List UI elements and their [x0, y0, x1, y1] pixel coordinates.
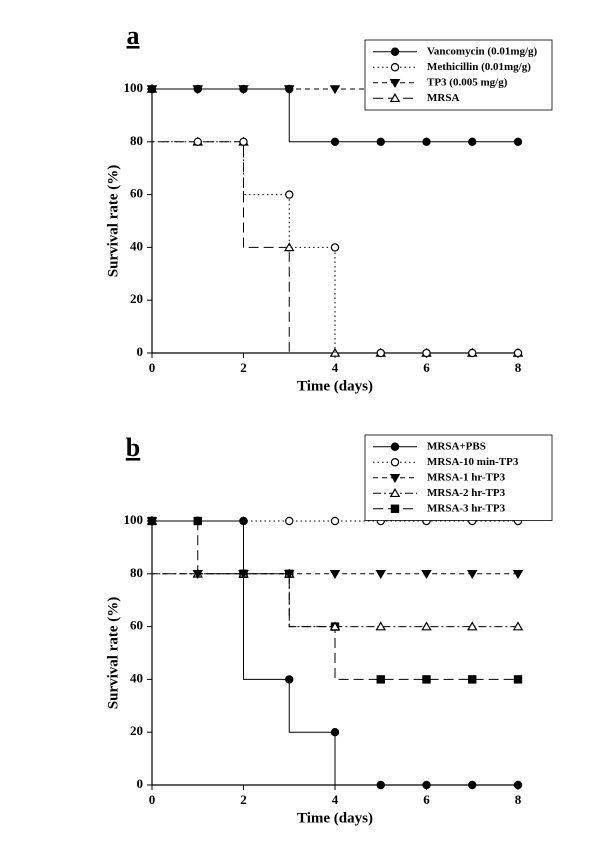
x-tick-label: 6	[423, 360, 430, 375]
marker	[329, 569, 341, 579]
marker	[330, 728, 340, 737]
marker	[422, 137, 431, 146]
x-axis-label: Time (days)	[297, 810, 373, 826]
marker	[193, 137, 202, 146]
marker	[329, 85, 341, 95]
marker	[421, 621, 432, 631]
legend-label: MRSA-10 min-TP3	[427, 456, 519, 468]
marker	[147, 84, 157, 94]
legend-marker	[390, 458, 400, 467]
legend-marker	[389, 488, 401, 498]
marker	[468, 780, 477, 790]
x-tick-label: 8	[515, 360, 522, 375]
marker	[376, 348, 385, 358]
legend-label: MRSA	[427, 92, 459, 104]
marker	[421, 569, 432, 579]
marker	[513, 780, 523, 790]
step-line	[152, 520, 518, 680]
x-tick-label: 0	[149, 792, 156, 807]
legend-marker	[390, 504, 400, 513]
marker	[285, 516, 294, 526]
marker	[329, 621, 341, 631]
marker	[285, 190, 294, 199]
x-tick-label: 8	[515, 792, 522, 807]
step-line	[151, 89, 518, 354]
x-tick-label: 0	[149, 360, 156, 375]
legend-label: MRSA+PBS	[427, 440, 486, 452]
legend-label: MRSA-2 hr-TP3	[427, 487, 506, 499]
legend-marker	[390, 442, 400, 451]
marker	[422, 675, 431, 684]
legend-marker	[390, 47, 400, 56]
legend-label: MRSA-1 hr-TP3	[427, 471, 506, 483]
marker	[193, 84, 202, 94]
panel-label: b	[126, 433, 140, 462]
marker	[375, 621, 386, 631]
legend-label: TP3 (0.005 mg/g)	[427, 76, 508, 88]
legend-marker	[389, 473, 401, 483]
marker	[467, 569, 478, 579]
marker	[330, 137, 340, 146]
y-tick-label: 0	[137, 344, 144, 359]
marker	[468, 675, 477, 684]
marker	[285, 675, 294, 684]
legend-marker	[389, 78, 401, 88]
marker	[239, 137, 248, 146]
y-tick-label: 40	[130, 238, 143, 253]
marker	[422, 780, 431, 790]
step-line	[152, 88, 518, 143]
x-tick-label: 4	[332, 792, 339, 807]
marker	[468, 137, 477, 146]
marker	[376, 780, 385, 790]
marker	[285, 84, 294, 94]
marker	[468, 348, 477, 358]
marker	[330, 243, 340, 252]
step-line	[151, 89, 518, 354]
marker	[513, 675, 523, 684]
marker	[376, 675, 385, 684]
legend-label: Methicillin (0.01mg/g)	[427, 61, 531, 73]
y-axis-label: Survival rate (%)	[105, 597, 121, 709]
marker	[239, 516, 248, 526]
marker	[284, 569, 295, 579]
y-tick-label: 0	[137, 776, 144, 791]
x-tick-label: 6	[423, 792, 430, 807]
marker	[512, 621, 524, 631]
y-tick-label: 100	[124, 512, 144, 527]
legend-marker	[390, 63, 400, 72]
legend-label: Vancomycin (0.01mg/g)	[427, 45, 538, 57]
marker	[512, 569, 524, 579]
y-tick-label: 40	[130, 670, 143, 685]
panel-label: a	[127, 21, 140, 50]
y-tick-label: 60	[130, 618, 143, 633]
marker	[513, 348, 523, 358]
y-tick-label: 80	[130, 133, 143, 148]
y-axis-label: Survival rate (%)	[105, 165, 121, 277]
marker	[192, 569, 203, 579]
step-line	[152, 520, 518, 786]
marker	[375, 569, 386, 579]
marker	[467, 621, 478, 631]
marker	[330, 516, 340, 526]
y-tick-label: 20	[130, 291, 143, 306]
marker	[513, 137, 523, 146]
marker	[422, 348, 431, 358]
y-tick-label: 60	[130, 186, 143, 201]
x-tick-label: 2	[240, 792, 247, 807]
x-tick-label: 2	[240, 360, 247, 375]
y-tick-label: 20	[130, 723, 143, 738]
step-line	[151, 521, 518, 575]
marker	[147, 516, 157, 526]
legend-label: MRSA-3 hr-TP3	[427, 502, 506, 514]
marker	[193, 516, 202, 526]
legend-marker	[389, 93, 401, 103]
x-axis-label: Time (days)	[297, 378, 373, 394]
marker	[376, 137, 385, 146]
x-tick-label: 4	[332, 360, 339, 375]
y-tick-label: 80	[130, 565, 143, 580]
marker	[239, 84, 248, 94]
y-tick-label: 100	[124, 80, 144, 95]
